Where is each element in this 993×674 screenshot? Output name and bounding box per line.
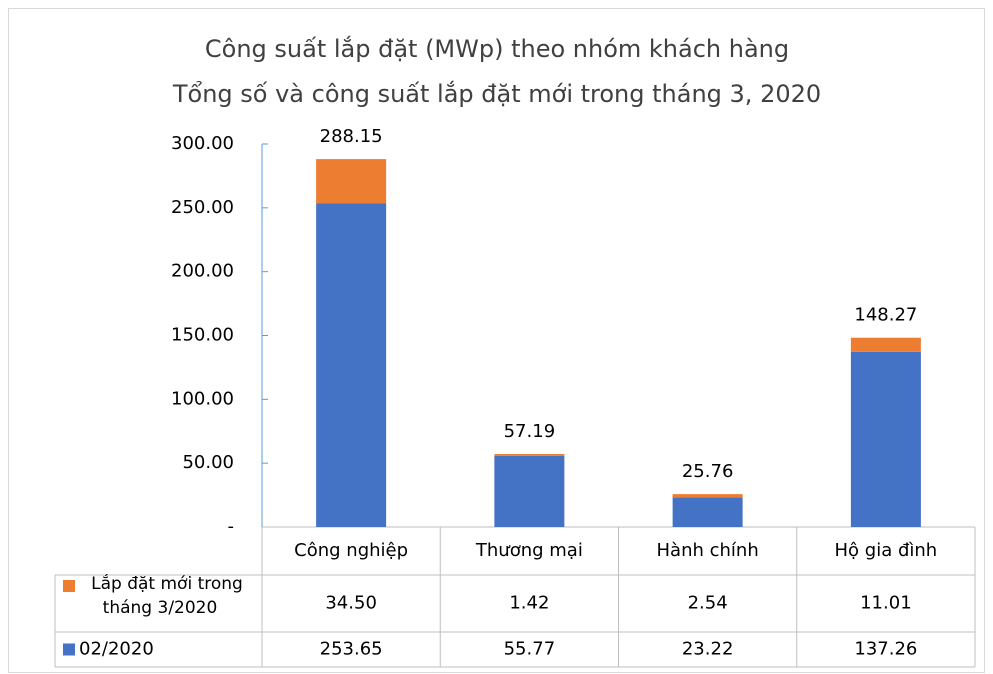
x-tick-label: Công nghiệp [294, 540, 408, 561]
total-label: 25.76 [682, 461, 734, 482]
table-value: 23.22 [682, 639, 734, 660]
bar [672, 497, 743, 527]
bar [672, 494, 743, 498]
y-tick-label: - [228, 516, 235, 537]
y-tick-label: 200.00 [171, 261, 234, 282]
table-value: 34.50 [325, 593, 377, 614]
x-tick-label: Hành chính [657, 540, 759, 561]
bar [850, 337, 921, 352]
chart-title: Công suất lắp đặt (MWp) theo nhóm khách … [205, 34, 789, 63]
x-tick-label: Hộ gia đình [835, 540, 938, 561]
y-tick-label: 50.00 [182, 452, 234, 473]
chart-frame [8, 8, 985, 673]
table-value: 253.65 [320, 639, 383, 660]
total-label: 148.27 [854, 305, 917, 326]
table-value: 137.26 [854, 639, 917, 660]
bar [316, 203, 387, 527]
y-tick-label: 300.00 [171, 133, 234, 154]
total-label: 288.15 [320, 126, 383, 147]
legend-swatch [63, 643, 75, 656]
bar [316, 159, 387, 204]
table-value: 1.42 [509, 593, 549, 614]
total-label: 57.19 [504, 421, 556, 442]
legend-swatch [63, 580, 75, 592]
y-tick-label: 250.00 [171, 197, 234, 218]
chart-subtitle: Tổng số và công suất lắp đặt mới trong t… [172, 79, 821, 108]
legend-label: 02/2020 [79, 639, 154, 660]
y-tick-label: 150.00 [171, 325, 234, 346]
table-value: 55.77 [504, 639, 556, 660]
table-value: 2.54 [688, 593, 728, 614]
bar [494, 453, 565, 456]
bar [494, 455, 565, 527]
table-value: 11.01 [860, 593, 912, 614]
y-tick-label: 100.00 [171, 388, 234, 409]
legend-label: Lắp đặt mới trong tháng 3/2020 [91, 574, 243, 618]
x-tick-label: Thương mại [475, 540, 583, 561]
bar [850, 351, 921, 527]
legend-cell: Lắp đặt mới trong tháng 3/2020 [91, 574, 243, 618]
